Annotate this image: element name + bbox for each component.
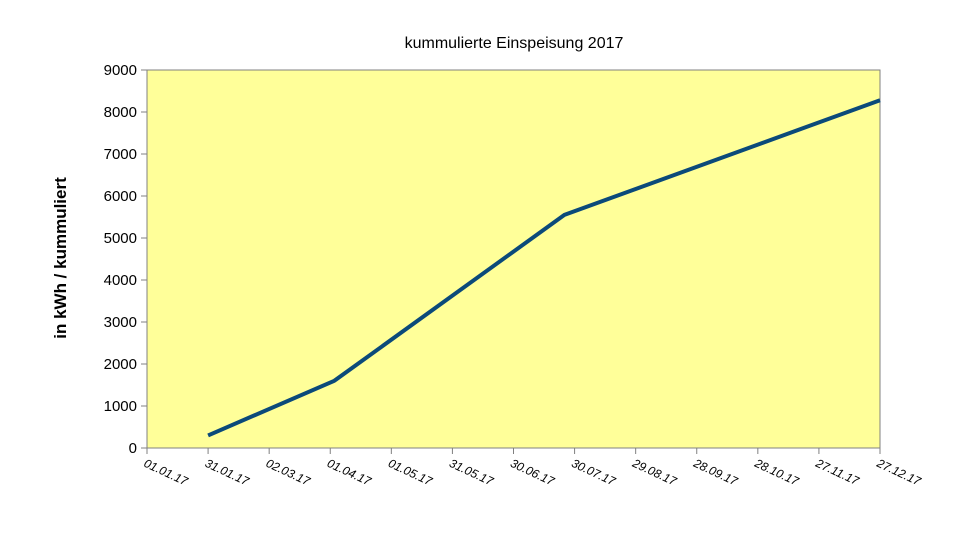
y-tick-label: 9000 bbox=[104, 62, 137, 79]
x-tick-label: 30.06.17 bbox=[508, 456, 557, 489]
chart-title: kummulierte Einspeisung 2017 bbox=[405, 35, 624, 52]
y-tick-label: 0 bbox=[129, 440, 137, 457]
x-tick-label: 30.07.17 bbox=[569, 456, 618, 489]
x-tick-label: 29.08.17 bbox=[629, 456, 679, 489]
y-axis-label: in kWh / kummuliert bbox=[51, 177, 70, 339]
x-tick-label: 27.11.17 bbox=[813, 456, 863, 489]
plot-area bbox=[146, 69, 881, 449]
y-tick-label: 6000 bbox=[104, 188, 137, 205]
series-layer bbox=[207, 98, 881, 438]
x-tick-label: 01.01.17 bbox=[142, 456, 191, 489]
y-tick-label: 7000 bbox=[104, 146, 137, 163]
x-tick-label: 31.01.17 bbox=[203, 456, 252, 489]
series-line-0 bbox=[207, 98, 881, 438]
y-tick-label: 1000 bbox=[104, 398, 137, 415]
y-axis-ticks: 0 1000 2000 3000 4000 5000 6000 7000 8000 9000 bbox=[104, 62, 147, 457]
x-tick-label: 28.10.17 bbox=[752, 456, 802, 489]
y-tick-label: 5000 bbox=[104, 230, 137, 247]
x-tick-label: 01.05.17 bbox=[386, 456, 435, 489]
x-tick-label: 27.12.17 bbox=[874, 456, 924, 489]
x-tick-label: 02.03.17 bbox=[264, 456, 313, 489]
y-tick-label: 8000 bbox=[104, 104, 137, 121]
y-tick-label: 3000 bbox=[104, 314, 137, 331]
x-tick-label: 01.04.17 bbox=[325, 456, 374, 489]
x-tick-label: 31.05.17 bbox=[447, 456, 496, 489]
y-tick-label: 2000 bbox=[104, 356, 137, 373]
x-axis-ticks: 01.01.17 31.01.17 02.03.17 01.04.17 01.05.17… bbox=[142, 448, 924, 489]
y-tick-label: 4000 bbox=[104, 272, 137, 289]
x-tick-label: 28.09.17 bbox=[691, 456, 741, 489]
